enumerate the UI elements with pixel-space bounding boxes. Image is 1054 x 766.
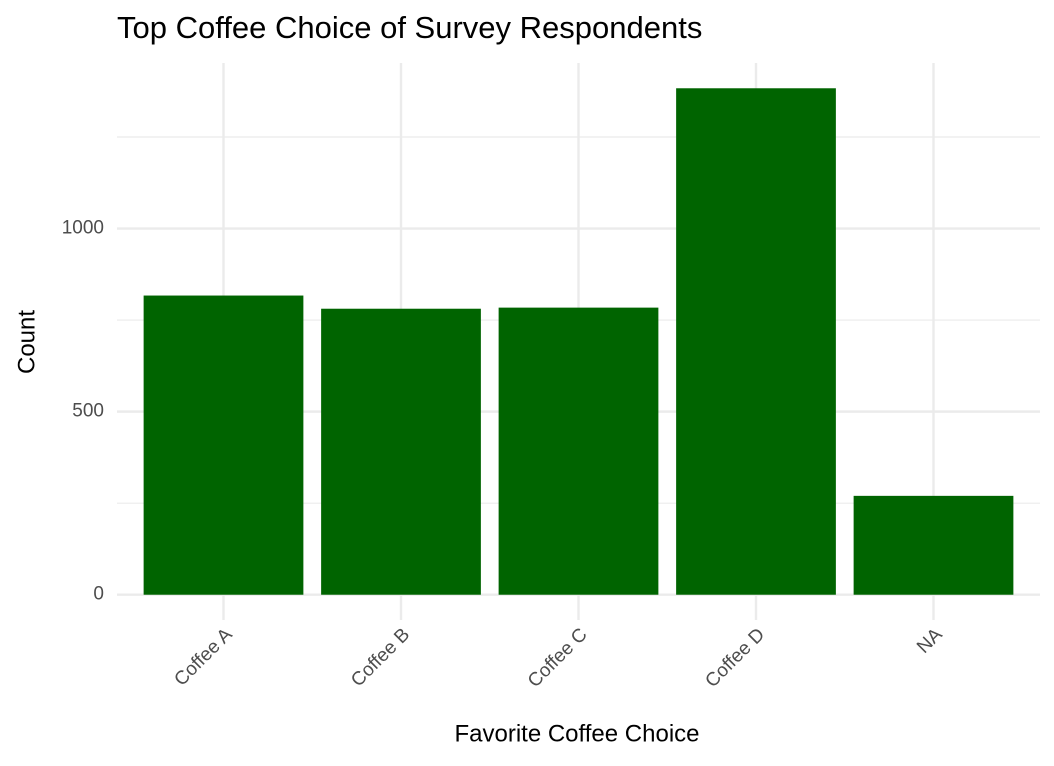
chart-title: Top Coffee Choice of Survey Respondents — [117, 10, 702, 45]
bar — [853, 495, 1014, 595]
y-tick-label: 1000 — [62, 218, 104, 239]
x-tick-label: Coffee D — [701, 624, 769, 692]
bar — [676, 88, 836, 595]
x-axis-title: Favorite Coffee Choice — [454, 720, 699, 747]
y-tick-label: 0 — [93, 584, 104, 605]
x-tick-label: Coffee A — [170, 624, 236, 690]
y-tick-label: 500 — [72, 401, 104, 422]
bar — [498, 307, 659, 595]
x-tick-label: Coffee B — [347, 624, 414, 691]
x-tick-label: Coffee C — [524, 624, 592, 692]
y-axis-title: Count — [13, 310, 40, 374]
bar — [321, 308, 481, 595]
bar — [143, 295, 304, 595]
x-tick-label: NA — [913, 624, 947, 658]
